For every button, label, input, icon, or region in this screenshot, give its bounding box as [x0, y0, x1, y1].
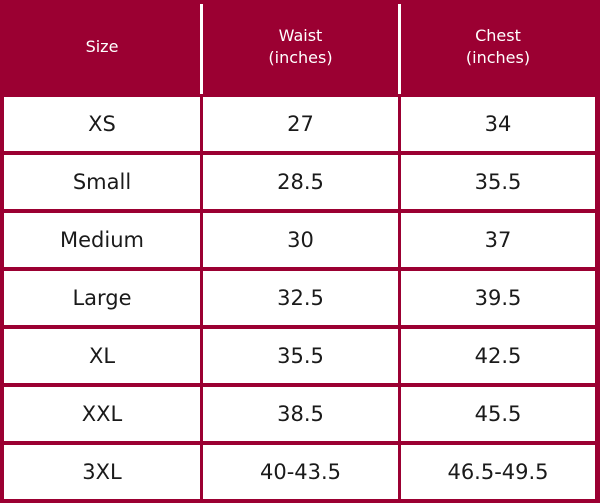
- size-cell: 3XL: [4, 445, 200, 499]
- size-cell: XL: [4, 329, 200, 383]
- waist-cell: 38.5: [203, 387, 398, 441]
- chest-cell: 34: [401, 97, 595, 151]
- waist-cell: 28.5: [203, 155, 398, 209]
- size-cell: XS: [4, 97, 200, 151]
- header-chest-label: Chest: [475, 26, 521, 45]
- header-size-label: Size: [85, 37, 119, 56]
- size-cell: Medium: [4, 213, 200, 267]
- header-size: Size: [4, 0, 200, 94]
- waist-cell: 30: [203, 213, 398, 267]
- chest-cell: 37: [401, 213, 595, 267]
- waist-cell: 35.5: [203, 329, 398, 383]
- header-chest: Chest (inches): [401, 0, 595, 94]
- waist-cell: 27: [203, 97, 398, 151]
- header-waist-unit: (inches): [268, 48, 333, 67]
- chest-cell: 35.5: [401, 155, 595, 209]
- header-chest-unit: (inches): [465, 48, 531, 67]
- header-waist: Waist (inches): [203, 0, 398, 94]
- header-divider: [398, 4, 401, 94]
- waist-cell: 32.5: [203, 271, 398, 325]
- size-cell: Small: [4, 155, 200, 209]
- header-divider: [200, 4, 203, 94]
- chest-cell: 42.5: [401, 329, 595, 383]
- header-waist-label: Waist: [278, 26, 323, 45]
- waist-cell: 40-43.5: [203, 445, 398, 499]
- size-cell: XXL: [4, 387, 200, 441]
- table-header-row: Size Waist (inches) Chest (inches): [0, 0, 600, 94]
- chest-cell: 45.5: [401, 387, 595, 441]
- size-cell: Large: [4, 271, 200, 325]
- chest-cell: 46.5-49.5: [401, 445, 595, 499]
- chest-cell: 39.5: [401, 271, 595, 325]
